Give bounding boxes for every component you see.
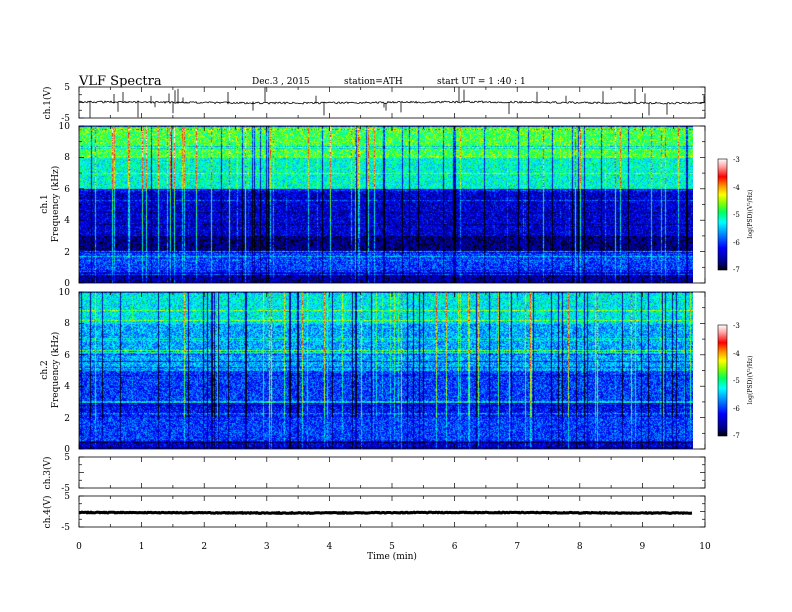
ch2-cbar-tick--4: -4	[733, 350, 740, 358]
ch1-spec-ytick-10: 10	[59, 122, 71, 132]
ch2-colorbar	[717, 324, 728, 437]
ch1-ylabel: ch.1(V)	[42, 87, 53, 120]
x-axis-label: Time (min)	[367, 551, 417, 562]
ch2-spec-ylabel-frequency: Frequency (kHz)	[50, 332, 61, 409]
ch4-ytick-bottom: -5	[61, 523, 70, 533]
ch2-spectrogram	[79, 292, 693, 449]
ch3-ytick-bottom: -5	[61, 484, 70, 494]
ch1-ytick-bottom: -5	[61, 114, 70, 124]
xtick-label-9: 9	[640, 542, 646, 552]
ch1-ytick-top: 5	[64, 83, 70, 93]
xtick-label-10: 10	[699, 542, 711, 552]
ch2-spec-ylabel-channel: ch.2	[40, 360, 50, 379]
ch4-ylabel: ch.4(V)	[42, 496, 53, 529]
ch1-spec-ytick-0: 0	[64, 279, 70, 289]
ch1-cbar-tick--6: -6	[733, 239, 740, 247]
ch4-waveform-line	[78, 510, 693, 516]
xtick-label-3: 3	[264, 542, 270, 552]
xtick-label-2: 2	[201, 542, 207, 552]
ch2-cbar-tick--3: -3	[733, 322, 740, 330]
station-label: station=ATH	[344, 77, 403, 87]
ch1-cbar-tick--4: -4	[733, 184, 740, 192]
ch2-spec-ytick-6: 6	[64, 351, 70, 361]
ch2-spec-ytick-2: 2	[64, 414, 70, 424]
chart-title: VLF Spectra	[79, 74, 162, 89]
ch1-spec-ylabel-channel: ch.1	[40, 194, 50, 213]
xtick-label-4: 4	[327, 542, 333, 552]
xtick-label-8: 8	[577, 542, 583, 552]
ch2-cbar-tick--7: -7	[733, 432, 740, 440]
ch4-ytick-top: 5	[64, 492, 70, 502]
xtick-label-7: 7	[514, 542, 520, 552]
xtick-label-5: 5	[389, 542, 395, 552]
ch1-waveform-line	[78, 87, 706, 118]
ch2-spec-ytick-10: 10	[59, 288, 71, 298]
ch1-spectrogram	[79, 126, 693, 283]
ch2-cbar-tick--5: -5	[733, 377, 740, 385]
ch1-cbar-tick--3: -3	[733, 156, 740, 164]
ch3-ytick-top: 5	[64, 453, 70, 463]
ch1-spec-ytick-8: 8	[64, 153, 70, 163]
ch2-spec-ytick-4: 4	[64, 382, 70, 392]
xtick-label-1: 1	[139, 542, 145, 552]
ch3-ylabel: ch.3(V)	[42, 457, 53, 490]
date-label: Dec.3 , 2015	[252, 77, 310, 87]
ch2-cbar-tick--6: -6	[733, 405, 740, 413]
xtick-label-0: 0	[76, 542, 82, 552]
ch2-colorbar-label: log(PSD)(V²/Hz)	[747, 356, 754, 405]
ch1-spec-ylabel-frequency: Frequency (kHz)	[50, 166, 61, 243]
ch1-spec-ytick-6: 6	[64, 185, 70, 195]
ch1-cbar-tick--5: -5	[733, 211, 740, 219]
ch1-colorbar-label: log(PSD)(V²/Hz)	[747, 190, 754, 239]
ch1-cbar-tick--7: -7	[733, 266, 740, 274]
ch2-spec-ytick-0: 0	[64, 445, 70, 455]
ch2-spec-ytick-8: 8	[64, 319, 70, 329]
ch1-colorbar	[717, 158, 728, 271]
ch1-spec-ytick-4: 4	[64, 216, 70, 226]
ch1-spec-ytick-2: 2	[64, 248, 70, 258]
start-time-label: start UT = 1 :40 : 1	[437, 77, 526, 87]
xtick-label-6: 6	[452, 542, 458, 552]
